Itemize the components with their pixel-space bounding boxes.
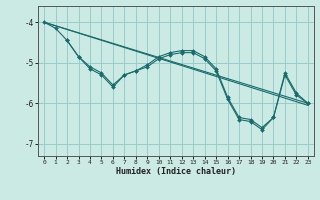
X-axis label: Humidex (Indice chaleur): Humidex (Indice chaleur) [116, 167, 236, 176]
